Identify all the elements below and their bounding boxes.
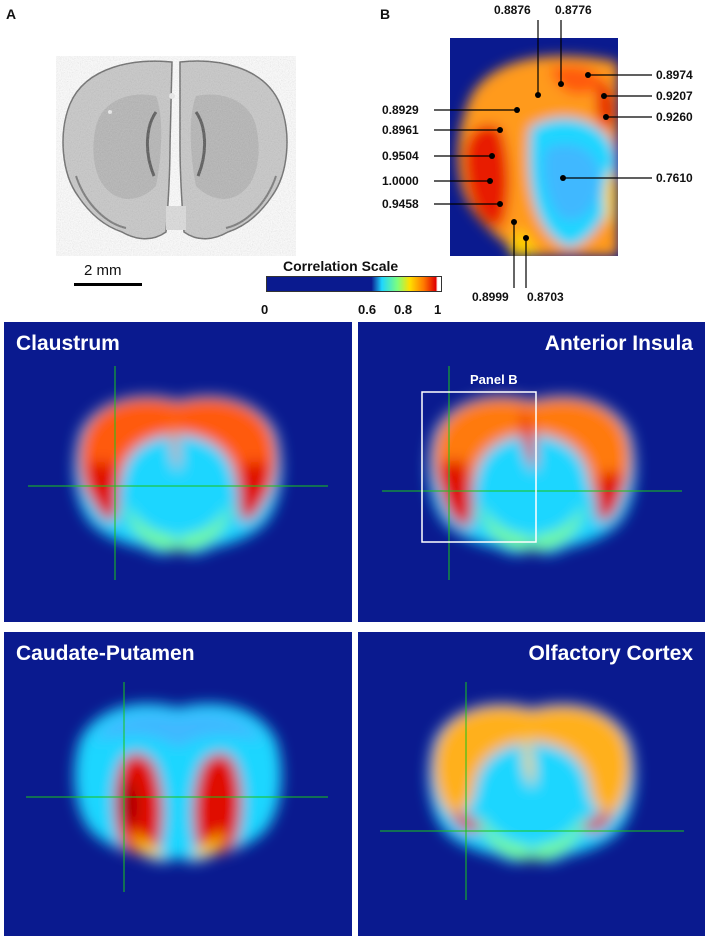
corr-tick-0.8: 0.8	[394, 302, 413, 317]
value-label-0.8929: 0.8929	[382, 103, 419, 117]
value-label-0.8776: 0.8776	[555, 3, 592, 17]
brain-map-caudate-putamen	[26, 682, 328, 892]
correlation-scale-title: Correlation Scale	[283, 258, 399, 274]
panel-title-anterior-insula: Anterior Insula	[544, 332, 693, 355]
correlation-colorbar	[266, 276, 442, 292]
panel-title-claustrum: Claustrum	[16, 332, 120, 355]
corr-tick-0.6: 0.6	[358, 302, 377, 317]
value-label-0.8876: 0.8876	[494, 3, 531, 17]
brain-map-anterior-insula	[382, 366, 682, 580]
heatmap-panel-anterior-insula: Anterior Insula Panel B	[358, 322, 705, 622]
panel-b-heatmap	[450, 38, 618, 256]
corr-tick-1: 1	[434, 302, 442, 317]
scale-bar	[74, 283, 142, 286]
histology-section	[56, 56, 296, 256]
brain-map-olfactory-cortex	[380, 682, 684, 900]
heatmap-panel-claustrum: Claustrum	[4, 322, 352, 622]
value-label-0.7610: 0.7610	[656, 171, 693, 185]
value-label-0.9207: 0.9207	[656, 89, 693, 103]
value-label-0.8961: 0.8961	[382, 123, 419, 137]
heatmap-panel-caudate-putamen: Caudate-Putamen	[4, 632, 352, 936]
value-label-1.0000: 1.0000	[382, 174, 419, 188]
panel-title-caudate-putamen: Caudate-Putamen	[16, 642, 195, 665]
value-label-0.8999: 0.8999	[472, 290, 509, 304]
corr-tick-0: 0	[261, 302, 269, 317]
panel-title-olfactory-cortex: Olfactory Cortex	[528, 642, 693, 665]
panel-b-box-label: Panel B	[470, 372, 518, 387]
value-label-0.9260: 0.9260	[656, 110, 693, 124]
value-label-0.8703: 0.8703	[527, 290, 564, 304]
value-label-0.9504: 0.9504	[382, 149, 419, 163]
brain-map-claustrum	[28, 366, 328, 580]
panel-b-letter: B	[380, 6, 391, 22]
value-label-0.8974: 0.8974	[656, 68, 693, 82]
scale-bar-label: 2 mm	[84, 262, 122, 279]
panel-a-letter: A	[6, 6, 17, 22]
value-label-0.9458: 0.9458	[382, 197, 419, 211]
heatmap-panel-olfactory-cortex: Olfactory Cortex	[358, 632, 705, 936]
histology-image	[56, 56, 296, 256]
